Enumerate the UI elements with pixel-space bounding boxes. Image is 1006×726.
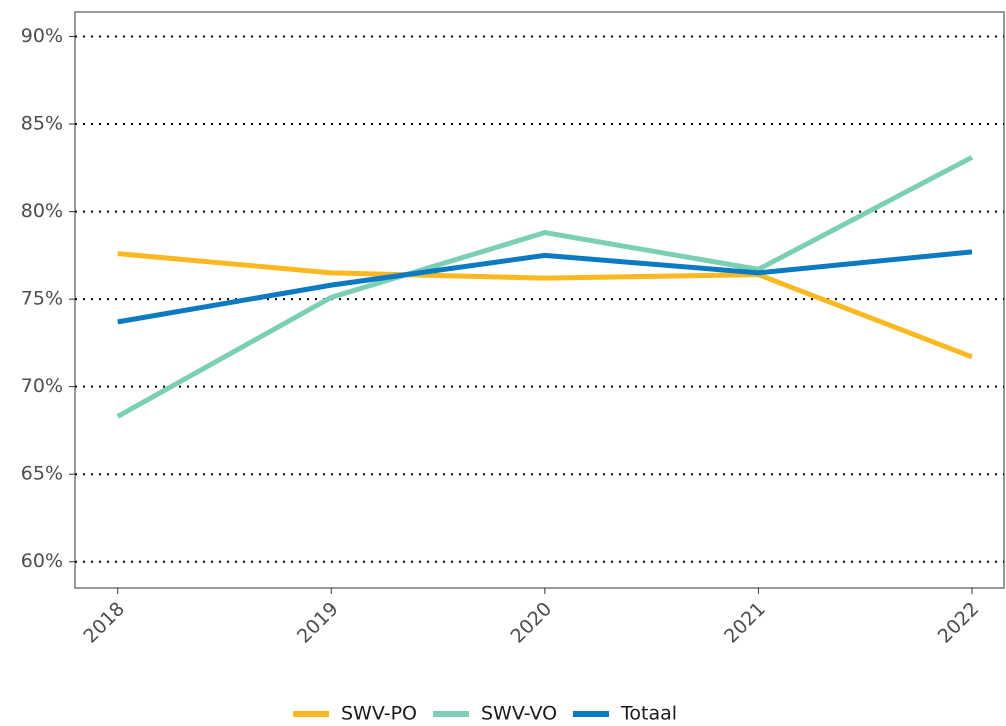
legend-label: SWV-VO — [481, 703, 557, 725]
y-tick-label: 75% — [21, 288, 63, 310]
x-tick-label: 2018 — [79, 598, 129, 648]
x-tick-label: 2022 — [934, 598, 984, 648]
x-tick-label: 2021 — [720, 598, 770, 648]
series-line — [117, 249, 973, 325]
legend-label: SWV-PO — [341, 703, 417, 725]
x-tick-label: 2019 — [293, 598, 343, 648]
x-tick-label: 2020 — [507, 598, 557, 648]
y-tick-label: 65% — [21, 463, 63, 485]
legend-label: Totaal — [620, 703, 677, 725]
y-tick-label: 90% — [21, 25, 63, 47]
y-tick-label: 80% — [21, 200, 63, 222]
series-line — [116, 155, 974, 419]
series-line — [117, 251, 973, 360]
y-tick-label: 70% — [21, 375, 63, 397]
y-tick-label: 60% — [21, 550, 63, 572]
y-tick-label: 85% — [21, 113, 63, 135]
